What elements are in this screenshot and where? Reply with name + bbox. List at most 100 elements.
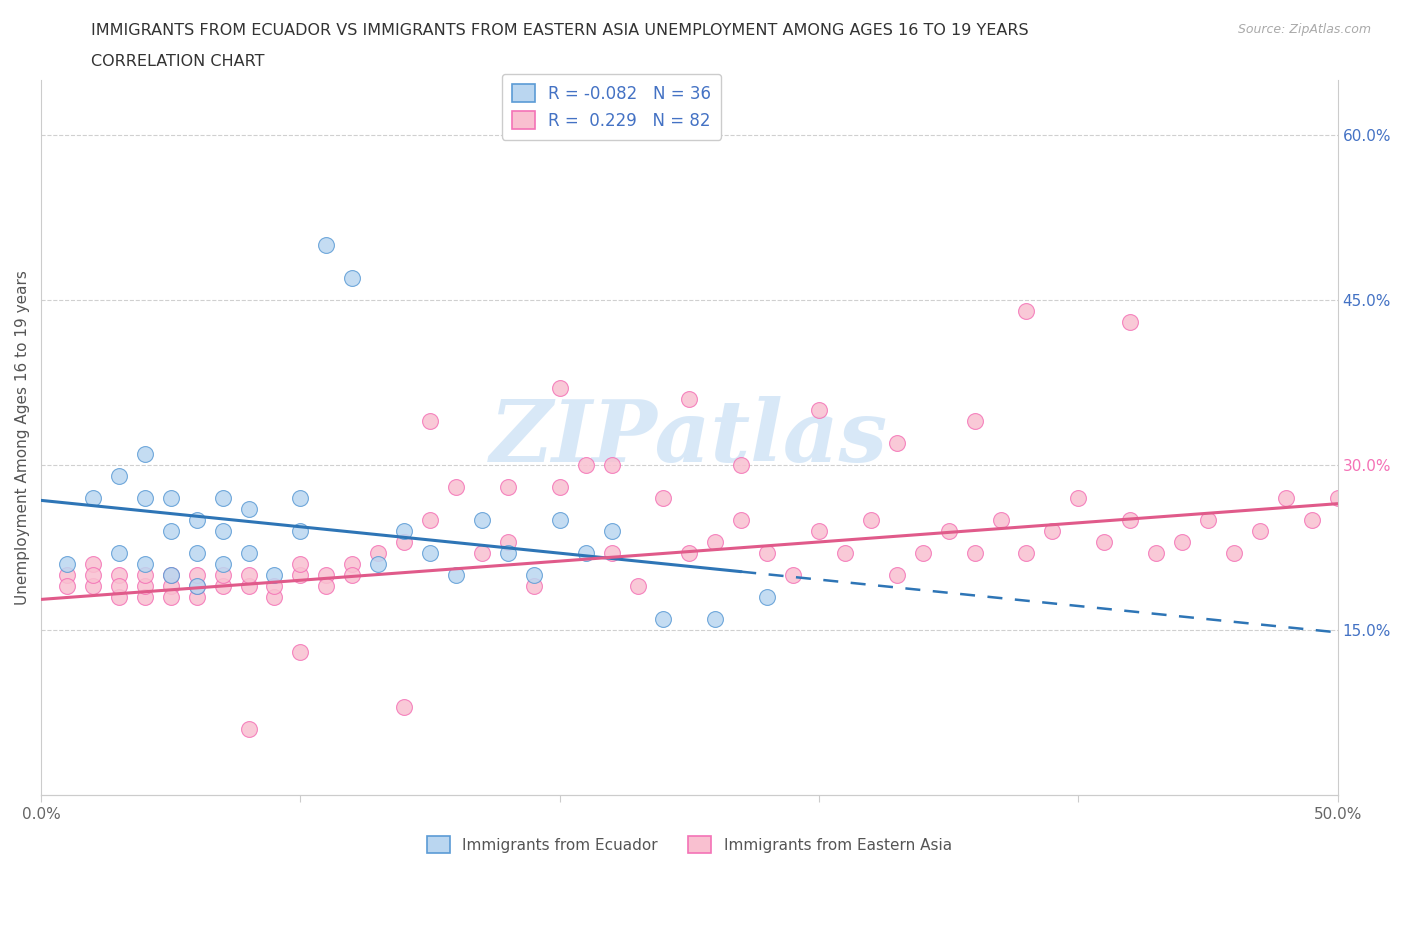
Point (1301, 512, 1323, 527)
Point (1042, 524, 1064, 538)
Legend: Immigrants from Ecuador, Immigrants from Eastern Asia: Immigrants from Ecuador, Immigrants from… (420, 830, 957, 859)
Point (392, 535, 415, 550)
Point (159, 578, 181, 593)
Point (342, 271, 364, 286)
Point (186, 546, 208, 561)
Point (626, 578, 648, 593)
Point (678, 546, 700, 561)
Point (834, 546, 856, 561)
Point (263, 578, 285, 593)
Point (523, 567, 546, 582)
Point (1119, 512, 1142, 527)
Point (600, 546, 623, 561)
Point (1326, 491, 1348, 506)
Point (496, 546, 519, 561)
Point (263, 590, 285, 604)
Point (548, 380, 571, 395)
Point (652, 491, 675, 506)
Point (419, 512, 441, 527)
Point (211, 491, 233, 506)
Y-axis label: Unemployment Among Ages 16 to 19 years: Unemployment Among Ages 16 to 19 years (15, 271, 30, 605)
Point (238, 722, 260, 737)
Point (56, 557, 79, 572)
Point (342, 557, 364, 572)
Point (1092, 535, 1115, 550)
Point (392, 524, 415, 538)
Point (1119, 314, 1142, 329)
Point (315, 567, 337, 582)
Point (186, 578, 208, 593)
Point (108, 469, 131, 484)
Point (367, 557, 389, 572)
Point (290, 524, 312, 538)
Point (782, 567, 804, 582)
Point (108, 578, 131, 593)
Text: Source: ZipAtlas.com: Source: ZipAtlas.com (1237, 23, 1371, 36)
Point (938, 524, 960, 538)
Point (159, 524, 181, 538)
Point (1223, 546, 1246, 561)
Point (575, 458, 598, 472)
Point (1067, 491, 1090, 506)
Point (419, 414, 441, 429)
Point (730, 458, 752, 472)
Point (704, 535, 727, 550)
Point (444, 480, 467, 495)
Point (1249, 524, 1271, 538)
Point (134, 446, 156, 461)
Point (211, 578, 233, 593)
Point (82, 491, 104, 506)
Point (963, 414, 986, 429)
Point (56, 578, 79, 593)
Point (186, 567, 208, 582)
Point (159, 567, 181, 582)
Point (134, 557, 156, 572)
Point (886, 436, 908, 451)
Point (290, 567, 312, 582)
Point (290, 491, 312, 506)
Point (186, 578, 208, 593)
Point (238, 546, 260, 561)
Point (911, 546, 934, 561)
Point (290, 557, 312, 572)
Point (290, 644, 312, 659)
Point (756, 590, 779, 604)
Point (471, 512, 494, 527)
Point (134, 578, 156, 593)
Point (367, 546, 389, 561)
Point (496, 480, 519, 495)
Point (444, 567, 467, 582)
Point (808, 524, 831, 538)
Point (186, 590, 208, 604)
Point (1015, 546, 1038, 561)
Point (82, 578, 104, 593)
Point (600, 524, 623, 538)
Point (238, 567, 260, 582)
Point (211, 557, 233, 572)
Point (1353, 512, 1375, 527)
Text: IMMIGRANTS FROM ECUADOR VS IMMIGRANTS FROM EASTERN ASIA UNEMPLOYMENT AMONG AGES : IMMIGRANTS FROM ECUADOR VS IMMIGRANTS FR… (91, 23, 1029, 38)
Point (704, 612, 727, 627)
Point (678, 392, 700, 406)
Point (1015, 304, 1038, 319)
Point (419, 546, 441, 561)
Point (238, 502, 260, 517)
Point (730, 512, 752, 527)
Point (315, 578, 337, 593)
Point (159, 567, 181, 582)
Point (808, 403, 831, 418)
Point (342, 567, 364, 582)
Point (134, 590, 156, 604)
Point (1197, 512, 1219, 527)
Point (859, 512, 882, 527)
Point (496, 535, 519, 550)
Point (886, 567, 908, 582)
Point (471, 546, 494, 561)
Point (523, 578, 546, 593)
Point (990, 512, 1012, 527)
Point (548, 480, 571, 495)
Text: ZIPatlas: ZIPatlas (491, 396, 889, 479)
Point (82, 557, 104, 572)
Point (56, 567, 79, 582)
Point (108, 590, 131, 604)
